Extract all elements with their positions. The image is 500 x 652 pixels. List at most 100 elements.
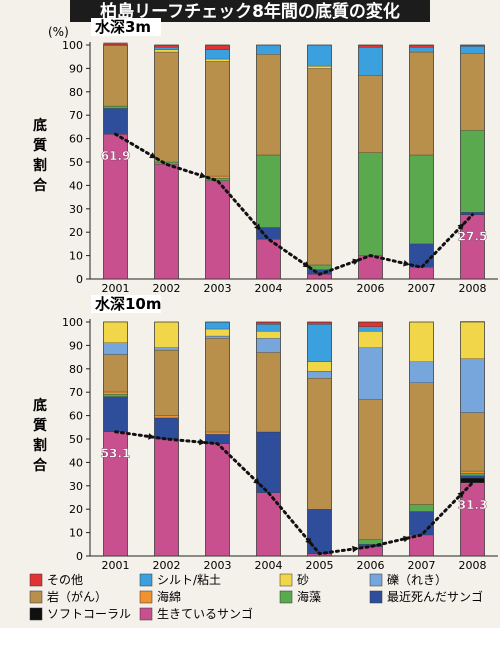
- bar-segment: [103, 354, 128, 393]
- legend-label: 生きているサンゴ: [157, 606, 253, 621]
- x-tick-label: 2002: [153, 282, 181, 295]
- y-tick-label: 50: [69, 156, 83, 169]
- bar-segment: [103, 394, 128, 397]
- bar-segment: [358, 326, 383, 332]
- bar-segment: [205, 180, 230, 280]
- x-tick-label: 2008: [459, 559, 487, 572]
- chart-title: 柏島リーフチェック8年間の底質の変化: [100, 1, 400, 22]
- trend-arrowhead: [148, 433, 155, 440]
- legend-label: ソフトコーラル: [47, 607, 131, 621]
- bar-segment: [307, 361, 332, 372]
- bar-outline: [103, 44, 128, 280]
- trend-arrowhead: [253, 477, 260, 485]
- bar-segment: [205, 61, 230, 177]
- bar-segment: [256, 44, 281, 55]
- legend-swatch: [139, 607, 153, 621]
- bar-segment: [103, 396, 128, 432]
- trend-arrowhead: [403, 259, 410, 267]
- y-axis-label-char: 質: [33, 137, 47, 154]
- y-axis-label-char: 底: [33, 117, 47, 134]
- bar-segment: [307, 370, 332, 379]
- bar-segment: [205, 338, 230, 433]
- bar-segment: [307, 44, 332, 67]
- bar-segment: [409, 382, 434, 505]
- y-tick-label: 0: [76, 273, 83, 286]
- bar-segment: [409, 267, 434, 280]
- bar-segment: [307, 321, 332, 325]
- bar-segment: [154, 417, 179, 440]
- bar-segment: [103, 342, 128, 355]
- y-tick-label: 30: [69, 480, 83, 493]
- bar-segment: [460, 482, 485, 557]
- bar-segment: [154, 51, 179, 163]
- bar-segment: [256, 331, 281, 339]
- legend-label: 砂: [297, 573, 309, 587]
- trend-arrowhead: [457, 491, 465, 499]
- y-axis-label-char: 合: [33, 177, 48, 194]
- bar-segment: [103, 134, 128, 280]
- y-tick-label: 0: [76, 550, 83, 563]
- x-tick-label: 2005: [306, 559, 334, 572]
- x-tick-label: 2001: [102, 559, 130, 572]
- bar-segment: [460, 53, 485, 131]
- legend-swatch: [369, 590, 383, 604]
- trend-arrowhead: [457, 223, 465, 231]
- depth-label: 水深3m: [95, 18, 151, 36]
- bar-outline: [358, 44, 383, 280]
- x-tick-label: 2001: [102, 282, 130, 295]
- bar-segment: [358, 47, 383, 76]
- bar-segment: [205, 58, 230, 62]
- depth-label-bg: [91, 295, 161, 313]
- bar-segment: [103, 105, 128, 109]
- y-tick-label: 30: [69, 203, 83, 216]
- legend-label: 海綿: [157, 589, 181, 604]
- bar-outline: [307, 321, 332, 557]
- bottom-strip: [0, 628, 500, 652]
- bar-segment: [358, 152, 383, 256]
- depth-label-bg: [91, 18, 161, 36]
- bar-outline: [154, 321, 179, 557]
- bar-segment: [307, 378, 332, 510]
- bar-segment: [409, 361, 434, 383]
- bar-segment: [460, 470, 485, 474]
- bar-outline: [307, 44, 332, 280]
- live-coral-trend-line: [114, 430, 474, 556]
- bar-segment: [154, 438, 179, 557]
- legend-swatch: [279, 590, 293, 604]
- trend-arrowhead: [149, 152, 157, 159]
- bar-segment: [154, 321, 179, 348]
- bar-segment: [205, 44, 230, 50]
- legend-label: その他: [47, 573, 83, 587]
- y-tick-label: 70: [69, 109, 83, 122]
- bar-outline: [256, 321, 281, 557]
- bar-outline: [154, 44, 179, 280]
- bar-outline: [205, 44, 230, 280]
- bar-segment: [307, 68, 332, 266]
- bar-segment: [205, 443, 230, 557]
- bar-segment: [460, 477, 485, 483]
- legend-swatch: [29, 607, 43, 621]
- bar-segment: [460, 321, 485, 359]
- legend-label: シルト/粘土: [157, 572, 221, 587]
- bar-segment: [460, 358, 485, 413]
- bar-segment: [103, 45, 128, 107]
- data-label: 31.3: [458, 498, 488, 512]
- bar-segment: [409, 511, 434, 536]
- trend-arrowhead: [403, 535, 410, 543]
- bar-segment: [256, 54, 281, 156]
- bar-segment: [256, 154, 281, 228]
- bar-segment: [409, 321, 434, 362]
- legend-label: 最近死んだサンゴ: [387, 589, 483, 604]
- y-tick-label: 60: [69, 410, 83, 423]
- bar-segment: [256, 352, 281, 433]
- x-tick-label: 2007: [408, 559, 436, 572]
- bar-segment: [154, 347, 179, 351]
- bar-segment: [307, 324, 332, 362]
- y-axis-label-char: 底: [33, 397, 47, 414]
- bar-segment: [460, 475, 485, 479]
- y-tick-label: 80: [69, 86, 83, 99]
- bar-segment: [409, 51, 434, 156]
